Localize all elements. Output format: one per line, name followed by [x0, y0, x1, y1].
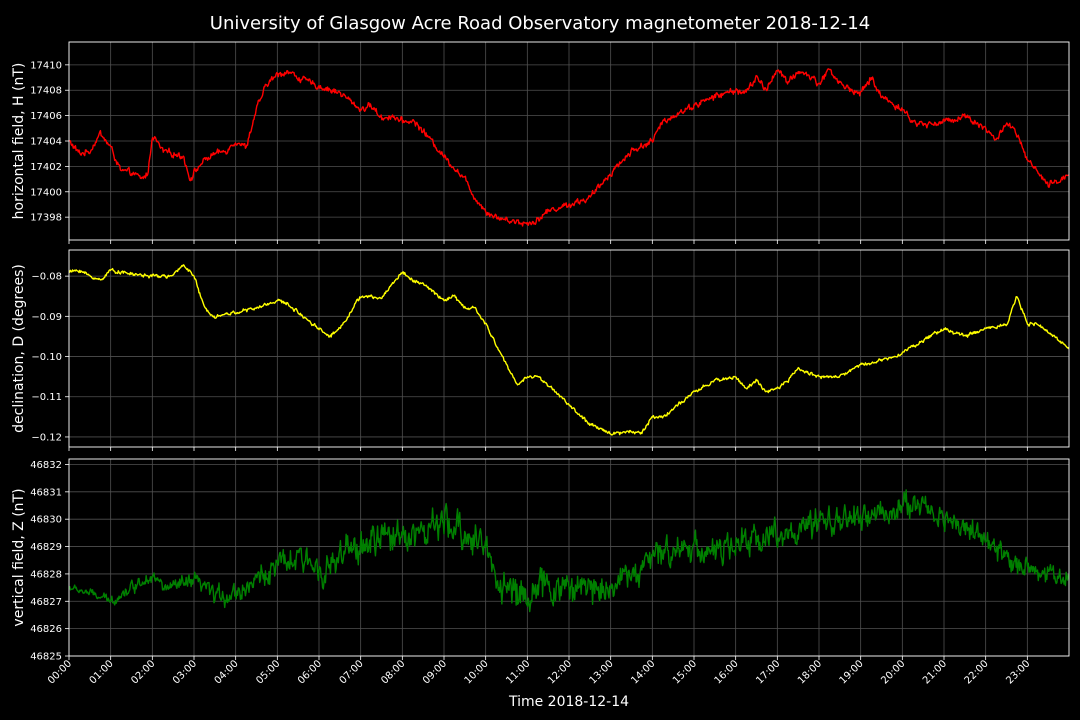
panel-h: 17398 17400 17402 17404 17406 17408 17410horiz… — [11, 41, 1070, 244]
y-tick-label: 46829 — [30, 542, 62, 553]
series-line-z — [69, 489, 1069, 613]
y-tick-label: −0.12 — [31, 432, 62, 443]
x-tick-label: 22:00 — [963, 658, 991, 686]
x-tick-label: 03:00 — [171, 658, 199, 686]
x-tick-label: 21:00 — [921, 658, 949, 686]
y-tick-label: −0.10 — [31, 352, 62, 363]
y-tick-label: −0.09 — [31, 312, 62, 323]
x-tick-label: 13:00 — [588, 658, 616, 686]
y-tick-label: 46832 — [30, 460, 62, 471]
panel-frame — [68, 458, 1070, 657]
x-tick-label: 06:00 — [296, 658, 324, 686]
y-tick-label: 46828 — [30, 569, 62, 580]
y-tick-label: 46831 — [30, 487, 62, 498]
x-tick-label: 00:00 — [46, 658, 74, 686]
panel-frame — [68, 41, 1070, 241]
y-tick-label: 46825 — [30, 652, 62, 663]
x-tick-label: 17:00 — [754, 658, 782, 686]
y-tick-label: 17404 — [30, 137, 62, 148]
y-tick-label: 46827 — [30, 597, 62, 608]
x-tick-label: 20:00 — [879, 658, 907, 686]
x-tick-label: 09:00 — [421, 658, 449, 686]
y-tick-label: 17400 — [30, 187, 62, 198]
series-line-h — [69, 68, 1069, 227]
x-tick-label: 19:00 — [838, 658, 866, 686]
panel-d: −0.12 −0.11 −0.10 −0.09 −0.08 declination, D … — [11, 249, 1070, 451]
x-tick-label: 12:00 — [546, 658, 574, 686]
y-axis-label-h: horizontal field, H (nT) — [11, 63, 27, 220]
y-tick-label: 17410 — [30, 60, 62, 71]
y-tick-label: 46830 — [30, 515, 62, 526]
y-axis-label-d: declination, D (degrees) — [11, 264, 27, 433]
y-axis-label-z: vertical field, Z (nT) — [11, 488, 27, 626]
x-tick-label: 07:00 — [338, 658, 366, 686]
panels: 17398 17400 17402 17404 17406 17408 17410horiz… — [11, 41, 1070, 687]
panel-z: 46825 46826 46827 46828 46829 46830 46831 46832… — [11, 458, 1070, 687]
x-tick-label: 15:00 — [671, 658, 699, 686]
x-tick-label: 16:00 — [713, 658, 741, 686]
y-tick-label: −0.11 — [31, 392, 62, 403]
x-tick-label: 08:00 — [379, 658, 407, 686]
x-tick-label: 18:00 — [796, 658, 824, 686]
x-tick-label: 04:00 — [213, 658, 241, 686]
y-tick-label: 17408 — [30, 86, 62, 97]
x-axis-label: Time 2018-12-14 — [508, 694, 629, 710]
y-tick-label: 17398 — [30, 213, 62, 224]
chart-title: University of Glasgow Acre Road Observat… — [210, 13, 870, 34]
y-tick-label: 17406 — [30, 111, 62, 122]
x-tick-label: 23:00 — [1004, 658, 1032, 686]
x-tick-label: 10:00 — [463, 658, 491, 686]
x-tick-label: 05:00 — [254, 658, 282, 686]
panel-frame — [68, 249, 1070, 448]
x-tick-label: 14:00 — [629, 658, 657, 686]
y-tick-label: −0.08 — [31, 272, 62, 283]
x-tick-label: 02:00 — [129, 658, 157, 686]
y-tick-label: 17402 — [30, 162, 62, 173]
x-tick-label: 01:00 — [88, 658, 116, 686]
x-tick-label: 11:00 — [504, 658, 532, 686]
y-tick-label: 46826 — [30, 624, 62, 635]
series-line-d — [69, 264, 1069, 436]
